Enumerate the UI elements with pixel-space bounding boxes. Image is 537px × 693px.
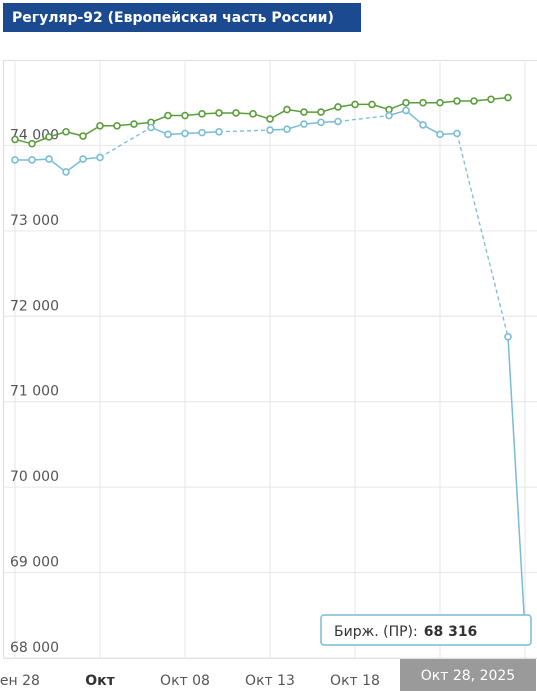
point — [28, 139, 36, 148]
x-tick-label: Окт 13 — [245, 673, 295, 689]
gap-connector — [456, 133, 509, 337]
point — [266, 115, 274, 123]
point — [419, 98, 427, 107]
title-box — [3, 3, 361, 32]
point — [198, 110, 206, 118]
point — [317, 118, 325, 127]
y-tick-label: 72 000 — [10, 298, 59, 314]
point — [62, 168, 70, 176]
gap-connector — [337, 114, 390, 123]
point — [28, 156, 36, 164]
point — [419, 121, 427, 129]
point — [215, 109, 223, 117]
point — [215, 127, 223, 136]
y-tick-label: 73 000 — [10, 213, 59, 229]
series-line — [507, 336, 526, 632]
point — [436, 98, 444, 107]
y-tick-label: 70 000 — [10, 469, 59, 485]
point — [436, 130, 444, 139]
crosshair-label-box — [400, 659, 536, 691]
point — [283, 125, 291, 133]
tooltip-box — [320, 614, 532, 646]
series-line — [14, 96, 509, 145]
y-tick-label: 68 000 — [10, 640, 59, 656]
point — [487, 95, 495, 104]
point — [62, 127, 70, 136]
x-tick-label: Окт 18 — [330, 673, 380, 689]
y-tick-label: 69 000 — [10, 555, 59, 571]
point — [402, 98, 410, 107]
point — [130, 120, 138, 128]
point — [334, 117, 342, 126]
point — [300, 108, 308, 116]
point — [96, 153, 104, 162]
point — [164, 111, 172, 120]
tooltip-label: Бирж. (ПР): — [334, 624, 418, 640]
point — [79, 132, 87, 140]
point — [96, 121, 104, 130]
point — [504, 93, 512, 102]
point — [11, 135, 19, 144]
point — [402, 106, 410, 115]
point — [385, 111, 393, 120]
point — [368, 100, 376, 109]
point — [300, 120, 308, 128]
gap-connector — [218, 129, 271, 133]
point — [453, 97, 461, 105]
point — [164, 130, 172, 139]
point — [45, 133, 53, 141]
point — [45, 155, 53, 163]
x-tick-label: Сен 28 — [0, 673, 40, 689]
point — [147, 123, 155, 132]
point — [232, 109, 240, 117]
gap-connector — [99, 126, 152, 158]
chart-title: Регуляр-92 (Европейская часть России) — [12, 10, 334, 26]
point — [283, 105, 291, 114]
tooltip: Бирж. (ПР): 68 316 — [334, 624, 477, 640]
point — [385, 105, 393, 114]
point — [351, 100, 359, 109]
point — [453, 129, 461, 138]
tooltip-value: 68 316 — [424, 624, 478, 640]
series-line — [15, 156, 101, 173]
point — [198, 128, 206, 137]
point — [113, 121, 121, 130]
crosshair-label: Окт 28, 2025 — [421, 668, 515, 684]
point — [249, 110, 257, 118]
point — [11, 156, 19, 164]
point — [470, 97, 478, 105]
point — [266, 126, 274, 134]
y-tick-label: 71 000 — [10, 384, 59, 400]
point — [79, 155, 87, 163]
point — [181, 129, 189, 138]
point — [317, 108, 325, 116]
x-tick-label: Окт — [85, 673, 115, 689]
point — [181, 111, 189, 120]
point — [504, 332, 512, 341]
x-tick-label: Окт 08 — [160, 673, 210, 689]
point — [334, 103, 342, 111]
